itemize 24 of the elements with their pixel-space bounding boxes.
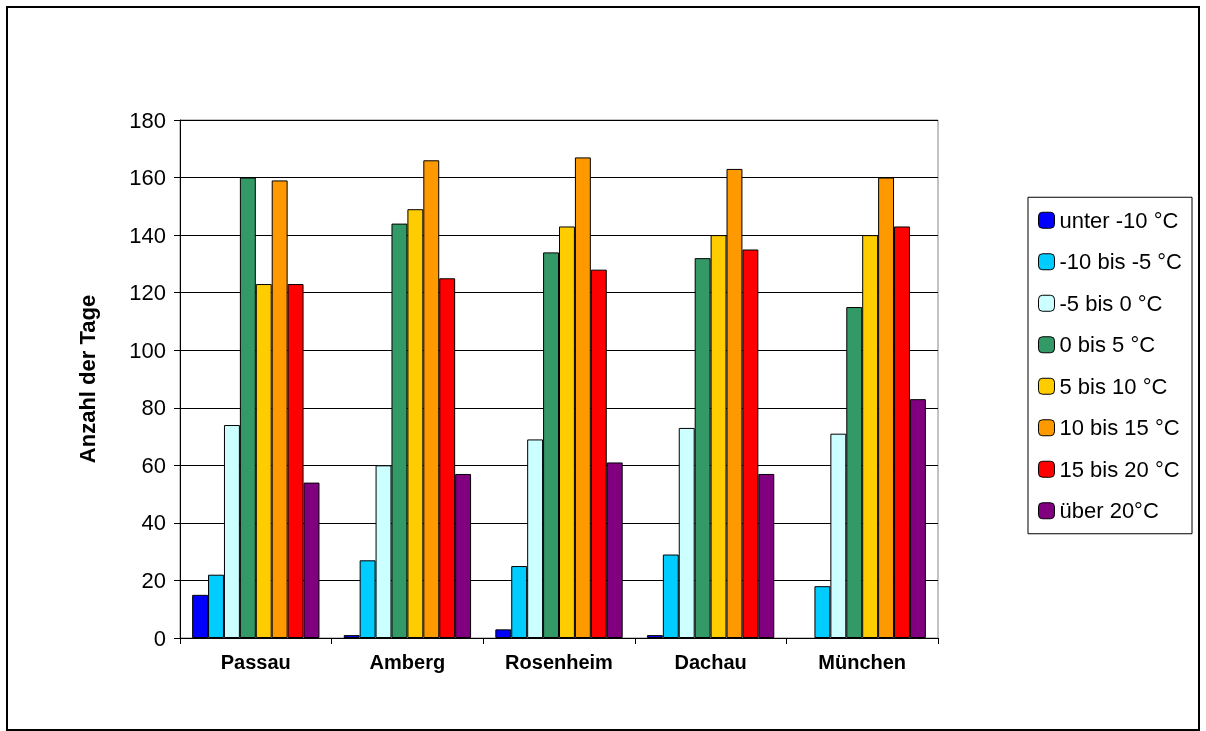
- y-tick-label: 80: [141, 395, 166, 421]
- legend-label: unter -10 °C: [1059, 207, 1179, 233]
- y-tick-label: 0: [153, 625, 166, 651]
- y-axis-title: Anzahl der Tage: [74, 294, 100, 464]
- legend-label: -5 bis 0 °C: [1059, 290, 1163, 316]
- y-tick-label: 40: [141, 510, 166, 536]
- y-tick-label: 20: [141, 567, 166, 593]
- x-tick-label: Dachau: [674, 651, 747, 673]
- y-tick-label: 140: [129, 222, 166, 248]
- x-tick-label: München: [818, 651, 907, 673]
- y-tick-label: 60: [141, 452, 166, 478]
- legend-label: -10 bis -5 °C: [1059, 249, 1183, 275]
- legend-label: 0 bis 5 °C: [1059, 332, 1156, 358]
- legend-label: 15 bis 20 °C: [1059, 456, 1180, 482]
- y-tick-label: 100: [129, 337, 166, 363]
- y-tick-label: 120: [129, 280, 166, 306]
- y-tick-label: 180: [129, 107, 166, 133]
- legend-label: 10 bis 15 °C: [1059, 415, 1180, 441]
- x-tick-label: Passau: [220, 651, 291, 673]
- x-tick-label: Amberg: [369, 651, 446, 673]
- y-tick-label: 160: [129, 165, 166, 191]
- legend-label: über 20°C: [1059, 498, 1159, 524]
- x-tick-label: Rosenheim: [505, 651, 613, 673]
- legend-label: 5 bis 10 °C: [1059, 373, 1168, 399]
